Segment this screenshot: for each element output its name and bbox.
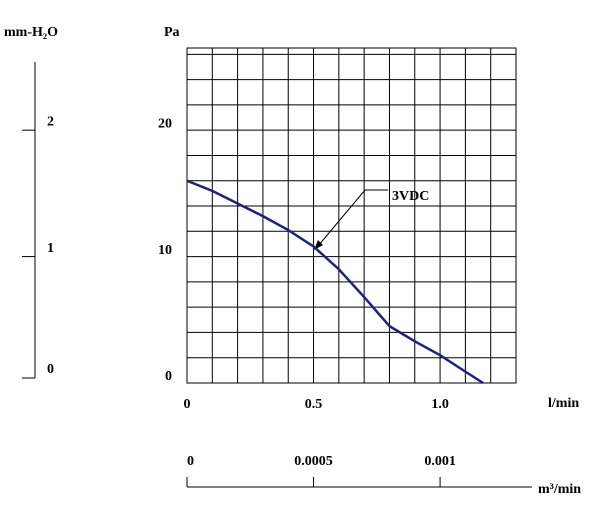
x2-tick-label: 0 — [187, 454, 194, 469]
x2-tick-label: 0.0005 — [294, 454, 333, 469]
annotation-arrow — [317, 189, 388, 247]
y-axis-label: Pa — [164, 25, 180, 40]
y-tick-label: 20 — [158, 116, 172, 131]
y-tick-label: 10 — [158, 243, 172, 258]
plot-border — [186, 47, 517, 384]
x-tick-label: 0.5 — [305, 397, 323, 412]
y2-tick-label: 2 — [47, 114, 54, 129]
y-tick-label: 0 — [165, 369, 172, 384]
x2-tick-label: 0.001 — [424, 454, 456, 469]
x-tick-label: 0 — [184, 397, 191, 412]
y2-tick-label: 1 — [47, 241, 54, 256]
annotation: 3VDC — [392, 189, 429, 204]
y2-tick-label: 0 — [47, 362, 54, 377]
y2-axis-label: mm-H₂O — [4, 25, 58, 40]
x2-axis-label: m³/min — [538, 482, 581, 497]
x-axis-label: l/min — [548, 396, 579, 411]
x-tick-label: 1.0 — [431, 397, 449, 412]
curve — [186, 179, 484, 385]
